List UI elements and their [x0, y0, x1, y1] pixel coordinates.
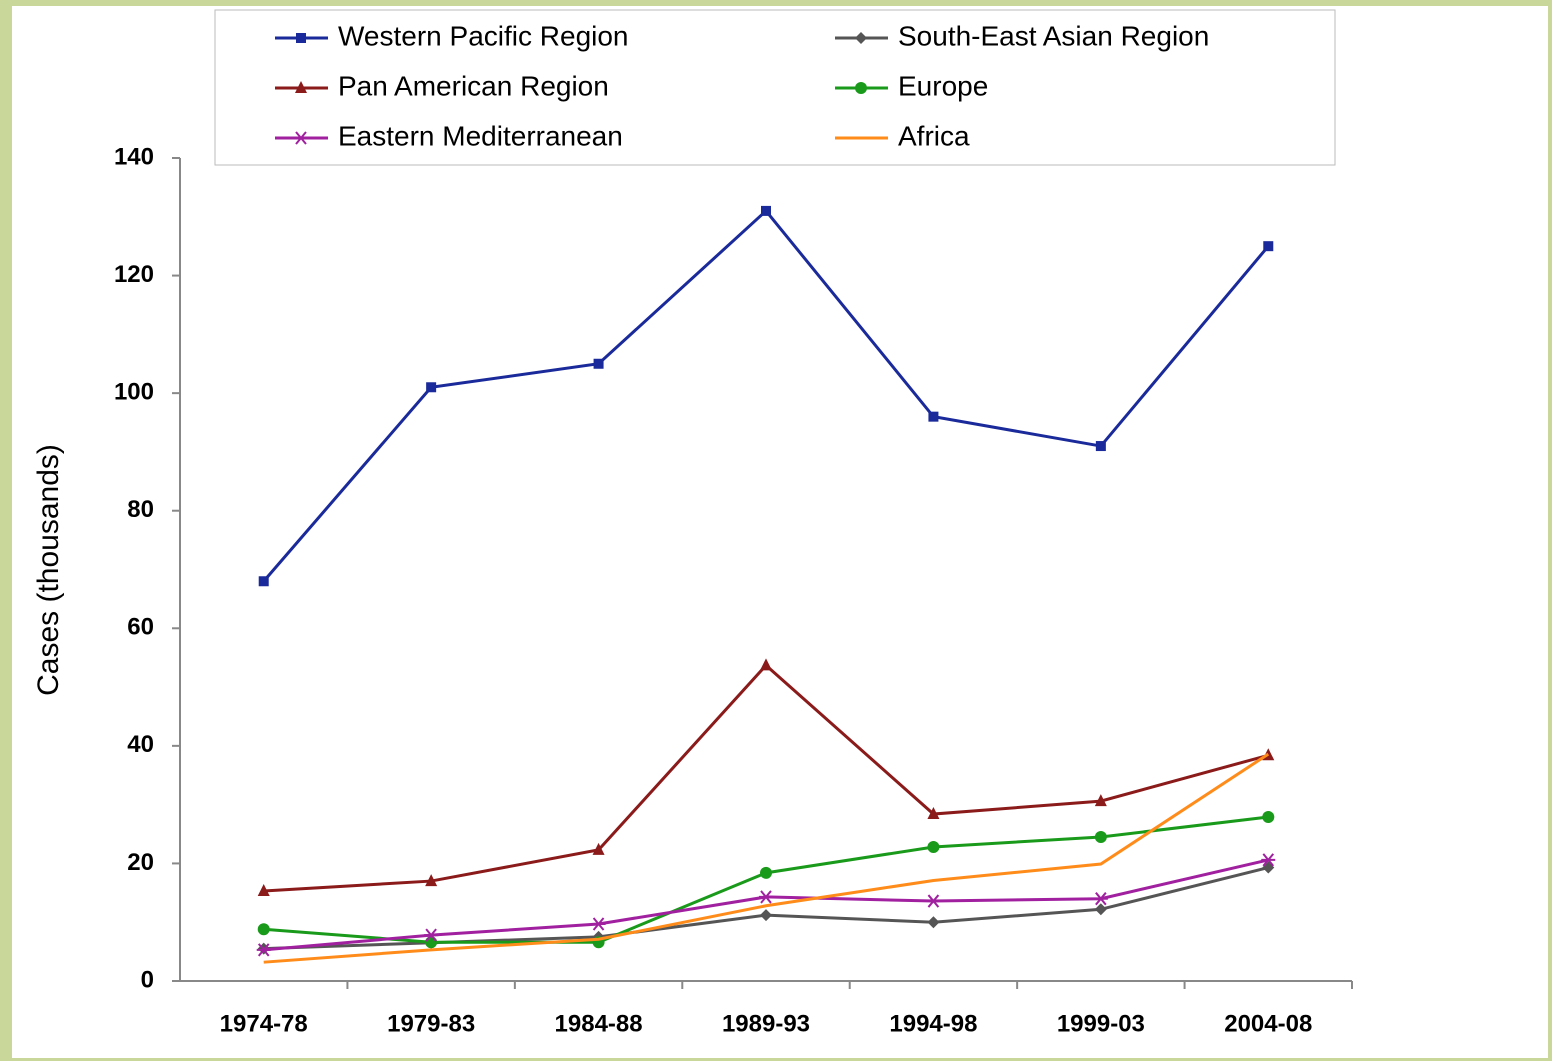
data-point: [591, 917, 606, 931]
data-point: [593, 358, 604, 369]
data-point: [257, 884, 270, 897]
data-point: [760, 658, 772, 671]
data-point: [1094, 903, 1107, 916]
y-tick-label: 100: [114, 378, 154, 405]
y-tick-label: 120: [114, 261, 154, 288]
panel: [12, 6, 1548, 1058]
data-point: [928, 411, 939, 422]
x-tick-label: 1974-78: [220, 1010, 308, 1037]
data-point: [256, 943, 271, 957]
series-line: [263, 752, 1270, 964]
data-point: [927, 840, 940, 853]
data-point: [760, 909, 772, 922]
data-point: [425, 874, 438, 887]
legend-label: Africa: [898, 120, 970, 151]
data-point: [425, 936, 438, 949]
data-point: [760, 866, 772, 879]
x-tick-label: 1999-03: [1057, 1010, 1145, 1037]
data-point: [1094, 830, 1107, 843]
data-point: [592, 842, 605, 855]
legend-box: [214, 9, 1336, 166]
legend-marker: [294, 131, 308, 145]
legend-marker: [296, 33, 306, 43]
data-point: [426, 382, 437, 393]
legend-marker: [855, 82, 867, 94]
data-point: [1261, 853, 1276, 867]
y-tick-label: 20: [127, 849, 154, 876]
legend-label: Pan American Region: [338, 70, 609, 101]
y-tick-label: 80: [127, 496, 154, 523]
data-point: [1262, 810, 1275, 823]
data-point: [1093, 892, 1108, 906]
legend-marker: [295, 81, 307, 93]
legend-label: Eastern Mediterranean: [338, 120, 623, 151]
y-tick-label: 140: [114, 143, 154, 170]
y-tick-label: 0: [141, 966, 154, 993]
legend-marker: [855, 32, 867, 44]
data-point: [1263, 241, 1274, 252]
x-tick-label: 1994-98: [889, 1010, 977, 1037]
data-point: [1094, 794, 1107, 807]
data-point: [257, 923, 270, 936]
data-point: [927, 916, 940, 929]
y-tick-label: 40: [127, 731, 154, 758]
y-axis-label: Cases (thousands): [32, 444, 65, 696]
legend-label: Western Pacific Region: [338, 20, 629, 51]
data-point: [761, 205, 771, 216]
data-point: [927, 807, 940, 820]
x-tick-label: 2004-08: [1224, 1010, 1312, 1037]
data-point: [258, 576, 269, 587]
data-point: [759, 890, 773, 904]
legend-label: South-East Asian Region: [898, 20, 1209, 51]
data-point: [424, 928, 439, 942]
x-tick-label: 1984-88: [555, 1010, 643, 1037]
legend-label: Europe: [898, 70, 988, 101]
x-tick-label: 1989-93: [722, 1010, 810, 1037]
x-tick-label: 1979-83: [387, 1010, 475, 1037]
y-tick-label: 60: [127, 614, 154, 641]
data-point: [926, 894, 941, 908]
data-point: [1095, 441, 1106, 452]
